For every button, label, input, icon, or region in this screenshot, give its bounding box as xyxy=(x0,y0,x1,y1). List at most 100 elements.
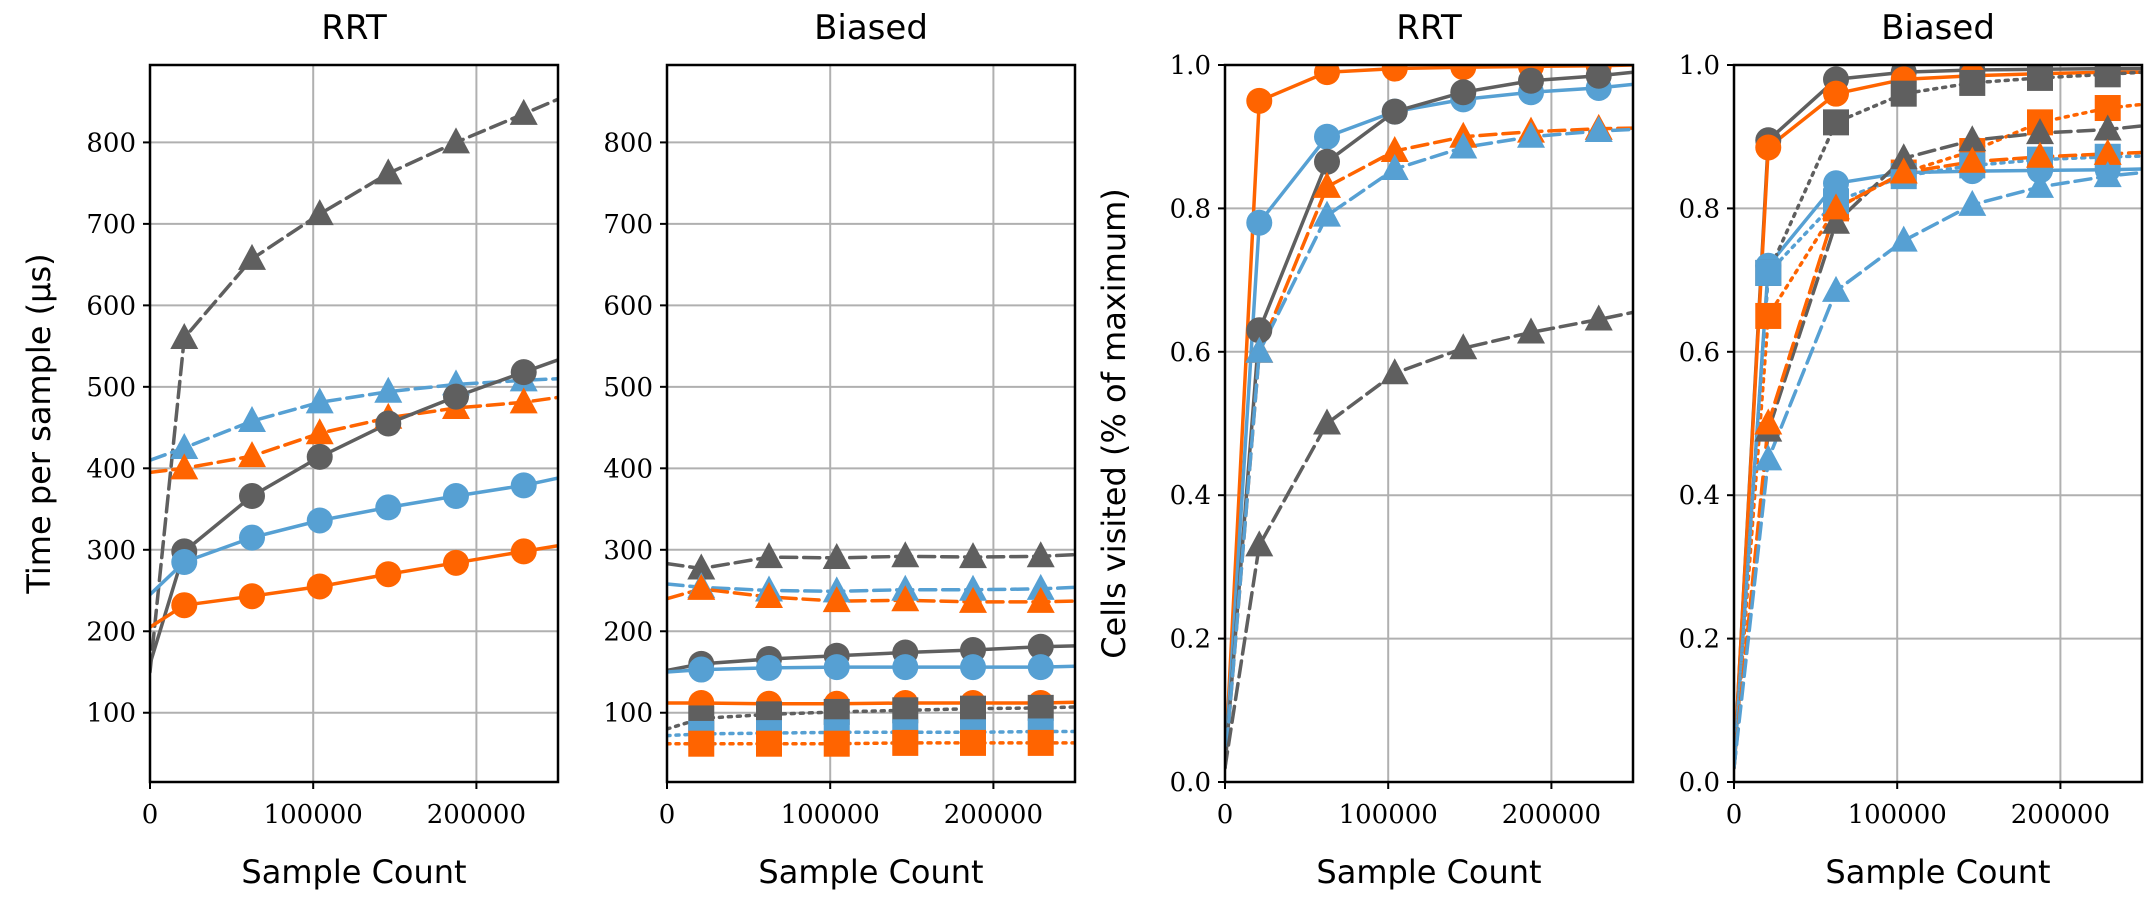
series-line-6 xyxy=(667,700,1075,706)
data-point xyxy=(306,507,333,534)
y-tick-label: 100 xyxy=(603,699,653,729)
series-line-2 xyxy=(667,582,1075,594)
data-point xyxy=(688,656,715,683)
series-line-2 xyxy=(1734,70,2142,770)
data-point xyxy=(1889,143,1918,170)
axes-frame xyxy=(665,63,1077,784)
data-point xyxy=(238,243,266,270)
data-point xyxy=(687,553,716,580)
x-axis-label: Sample Count xyxy=(758,853,983,891)
x-tick-label: 0 xyxy=(142,800,159,830)
y-tick-label: 100 xyxy=(86,699,136,729)
data-point xyxy=(1313,408,1341,435)
data-point xyxy=(1449,132,1478,159)
data-point xyxy=(239,583,265,610)
axes-frame xyxy=(1223,63,1635,784)
y-tick-label: 0.2 xyxy=(1679,625,1720,655)
data-point xyxy=(305,418,334,445)
data-point xyxy=(1381,98,1408,125)
data-point xyxy=(891,541,920,568)
axes-frame xyxy=(148,63,560,784)
y-tick-label: 0.6 xyxy=(1170,338,1211,368)
series-line-3 xyxy=(150,395,558,475)
series-line-6 xyxy=(1225,310,1633,770)
data-point xyxy=(1889,157,1918,184)
x-tick-label: 100000 xyxy=(781,800,880,830)
data-point xyxy=(1890,80,1917,107)
data-point xyxy=(960,654,986,681)
data-point xyxy=(1822,207,1850,234)
data-point xyxy=(823,654,850,681)
data-point xyxy=(755,542,783,569)
y-tick-label: 800 xyxy=(86,128,136,158)
series-line-6 xyxy=(1734,154,2142,770)
x-axis-label: Sample Count xyxy=(241,853,466,891)
y-tick-label: 600 xyxy=(86,291,136,321)
panel-2: 0 100000 200000 100 200 300 400 500 600 700 800 Bia… xyxy=(603,8,1077,891)
series-line-1 xyxy=(667,552,1075,571)
data-point xyxy=(1314,148,1340,175)
y-tick-label: 0.8 xyxy=(1170,194,1211,224)
data-point xyxy=(822,542,851,569)
series-line-7 xyxy=(1734,124,2142,770)
data-point xyxy=(822,586,851,613)
data-point xyxy=(1314,123,1340,150)
x-tick-label: 100000 xyxy=(1848,800,1947,830)
data-point xyxy=(1380,358,1409,385)
y-tick-label: 300 xyxy=(603,536,653,566)
data-point xyxy=(1755,302,1782,329)
data-point xyxy=(688,730,715,757)
x-tick-label: 0 xyxy=(1726,800,1743,830)
data-point xyxy=(1245,530,1274,557)
data-point xyxy=(509,98,538,125)
data-point xyxy=(1585,65,1612,89)
y-tick-label: 0.0 xyxy=(1170,768,1211,798)
data-point xyxy=(442,127,470,154)
data-point xyxy=(2027,65,2053,91)
data-point xyxy=(1517,317,1545,344)
data-point xyxy=(1823,109,1849,136)
data-point xyxy=(170,322,199,349)
plot-area xyxy=(1734,65,2142,770)
y-axis-label: Time per sample (μs) xyxy=(20,253,58,594)
x-axis-label: Sample Count xyxy=(1825,853,2050,891)
data-point xyxy=(510,359,537,386)
data-point xyxy=(1026,573,1055,600)
data-point xyxy=(509,387,538,414)
series-line-5 xyxy=(1225,127,1633,770)
data-point xyxy=(1245,336,1274,363)
data-point xyxy=(892,729,919,756)
series-line-2 xyxy=(150,376,558,462)
y-tick-label: 0.8 xyxy=(1679,194,1720,224)
data-point xyxy=(305,387,334,414)
data-point xyxy=(1450,79,1477,106)
data-point xyxy=(1958,125,1987,152)
data-point xyxy=(1380,136,1409,163)
data-point xyxy=(1822,193,1850,220)
data-point xyxy=(171,549,198,576)
axes-frame xyxy=(1732,63,2144,784)
data-point xyxy=(1584,304,1613,331)
plot-area xyxy=(150,97,558,674)
data-point xyxy=(892,697,919,724)
data-point xyxy=(2093,114,2122,141)
x-tick-label: 200000 xyxy=(1502,800,1601,830)
data-point xyxy=(960,729,986,756)
data-point xyxy=(1958,189,1987,216)
x-tick-label: 200000 xyxy=(2011,800,2110,830)
data-point xyxy=(756,654,782,681)
y-tick-label: 500 xyxy=(86,373,136,403)
data-point xyxy=(756,730,782,757)
y-tick-label: 0.2 xyxy=(1170,625,1211,655)
data-point xyxy=(375,494,402,521)
data-point xyxy=(892,654,919,681)
series-line-3 xyxy=(667,587,1075,604)
data-point xyxy=(1755,134,1782,161)
data-point xyxy=(755,582,783,609)
data-point xyxy=(891,585,920,612)
data-point xyxy=(443,383,469,410)
data-point xyxy=(1246,317,1273,344)
series-line-4 xyxy=(1734,70,2142,770)
data-point xyxy=(305,199,334,226)
panel-3: 0 100000 200000 0.0 0.2 0.4 0.6 0.8 1.0 RRT Sample… xyxy=(1095,8,1635,891)
